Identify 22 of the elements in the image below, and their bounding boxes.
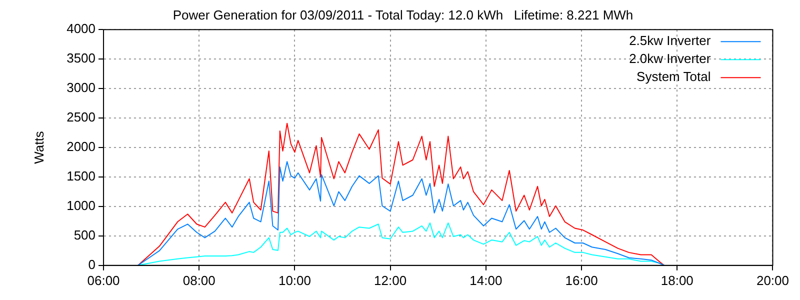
x-tick-label: 08:00 — [182, 272, 216, 288]
legend-label: 2.0kw Inverter — [629, 51, 712, 66]
y-tick-label: 3000 — [66, 80, 96, 96]
y-tick-label: 2500 — [66, 110, 96, 125]
y-tick-label: 1500 — [66, 168, 96, 184]
y-tick-label: 500 — [74, 228, 96, 243]
x-tick-label: 20:00 — [756, 272, 790, 288]
y-tick-label: 1000 — [66, 198, 96, 214]
chart-title: Power Generation for 03/09/2011 - Total Today: 12.0 kWh Lifetime: 8.221 MWh — [172, 7, 634, 22]
x-tick-label: 10:00 — [278, 272, 311, 288]
y-tick-label: 2000 — [66, 139, 96, 154]
y-tick-label: 0 — [88, 256, 96, 272]
x-tick-label: 18:00 — [660, 272, 694, 288]
legend-label: System Total — [636, 69, 711, 84]
x-tick-label: 14:00 — [470, 272, 502, 288]
y-tick-label: 4000 — [66, 21, 96, 36]
y-axis-title: Watts — [31, 130, 46, 164]
y-tick-label: 3500 — [66, 50, 96, 66]
x-tick-label: 06:00 — [87, 272, 120, 288]
x-tick-label: 12:00 — [374, 272, 407, 288]
legend-label: 2.5kw Inverter — [629, 33, 712, 48]
x-tick-label: 16:00 — [565, 272, 598, 288]
